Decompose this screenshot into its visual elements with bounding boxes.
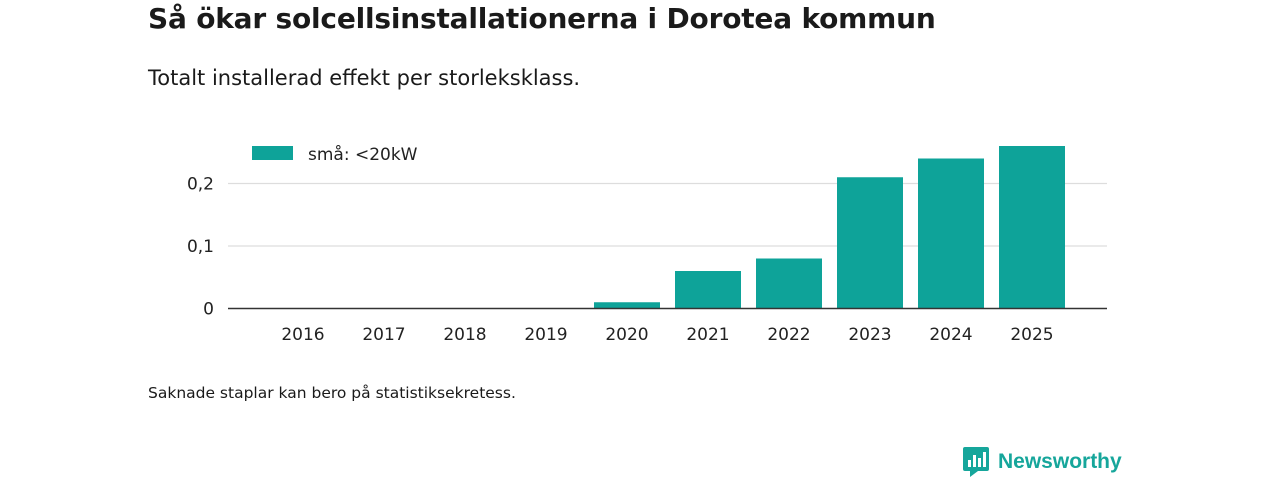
legend: små: <20kW <box>252 144 418 165</box>
x-tick-label: 2017 <box>362 325 405 345</box>
x-tick-labels: 2016 2017 2018 2019 2020 2021 2022 2023 2024 2025 <box>281 325 1053 345</box>
x-tick-label: 2023 <box>848 325 891 345</box>
y-tick-label: 0,1 <box>187 237 214 257</box>
chart-title: Så ökar solcellsinstallationerna i Dorot… <box>148 2 936 35</box>
y-tick-label: 0 <box>203 300 214 320</box>
bar-2021 <box>675 271 741 309</box>
x-tick-label: 2022 <box>767 325 810 345</box>
legend-label: små: <20kW <box>308 144 418 165</box>
bar-2020 <box>594 302 660 309</box>
bar-chart: 0 0,1 0,2 2016 2017 2018 2019 2020 2021 2022 2023… <box>187 144 1107 345</box>
footnote: Saknade staplar kan bero på statistiksek… <box>148 384 516 402</box>
x-tick-label: 2025 <box>1010 325 1053 345</box>
brand-name: Newsworthy <box>998 450 1122 473</box>
x-tick-label: 2016 <box>281 325 324 345</box>
x-tick-label: 2024 <box>929 325 972 345</box>
bar-2022 <box>756 258 822 309</box>
bar-2023 <box>837 177 903 309</box>
chart-subtitle: Totalt installerad effekt per storlekskl… <box>148 66 581 90</box>
y-tick-label: 0,2 <box>187 175 214 195</box>
x-tick-label: 2018 <box>443 325 486 345</box>
bar-2025 <box>999 146 1065 309</box>
bars <box>594 146 1065 309</box>
x-tick-label: 2021 <box>686 325 729 345</box>
newsworthy-logo-icon <box>963 447 989 477</box>
y-tick-labels: 0 0,1 0,2 <box>187 175 214 320</box>
legend-swatch <box>252 146 293 160</box>
brand-logo[interactable]: Newsworthy <box>962 446 1122 478</box>
x-tick-label: 2019 <box>524 325 567 345</box>
bar-2024 <box>918 158 984 309</box>
x-tick-label: 2020 <box>605 325 648 345</box>
